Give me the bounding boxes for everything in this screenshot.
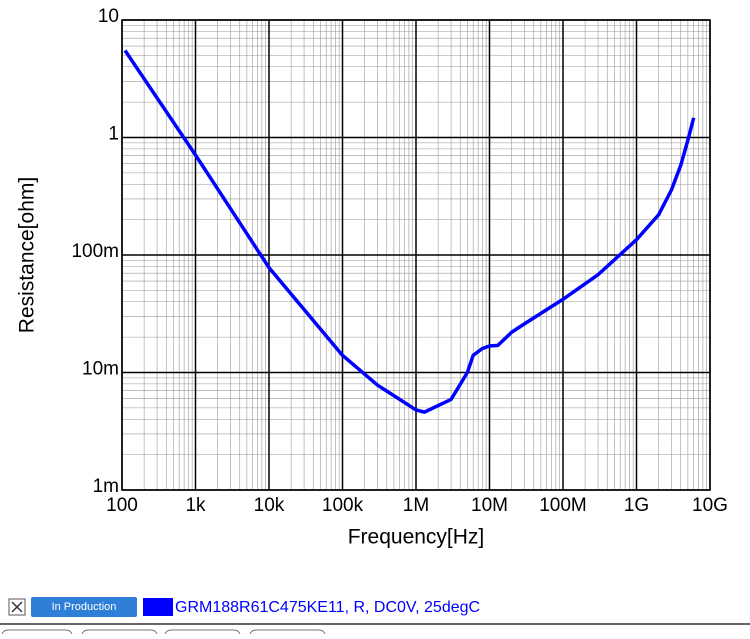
y-tick-label: 10 [98, 6, 119, 27]
status-badge-text: In Production [52, 601, 117, 613]
x-axis-label: Frequency[Hz] [348, 526, 485, 549]
x-tick-label: 100 [106, 495, 138, 516]
checkbox-x [11, 601, 23, 613]
x-tick-label: 1M [403, 495, 429, 516]
x-tick-label: 10M [471, 495, 508, 516]
y-tick-label: 1 [108, 124, 119, 145]
y-tick-label: 10m [82, 359, 119, 380]
status-badge [31, 597, 137, 617]
x-tick-label: 100M [539, 495, 587, 516]
y-tick-label: 1m [93, 476, 119, 497]
y-axis-label: Resistance[ohm] [16, 177, 39, 333]
tab[interactable] [164, 629, 241, 639]
tab[interactable] [81, 629, 158, 639]
series-line [123, 49, 696, 414]
x-tick-label: 1G [624, 495, 649, 516]
legend-label: GRM188R61C475KE11, R, DC0V, 25degC [175, 599, 480, 616]
plot [121, 19, 711, 491]
tab[interactable] [1, 629, 73, 639]
x-tick-label: 100k [322, 495, 364, 516]
y-tick-label: 100m [71, 241, 119, 262]
legend-swatch [143, 598, 173, 616]
tabs [1, 629, 326, 639]
legend: In Production GRM188R61C475KE11, R, DC0V… [8, 597, 480, 617]
x-tick-label: 10G [692, 495, 728, 516]
plot-frame [121, 19, 711, 491]
tab[interactable] [249, 629, 326, 639]
x-tick-label: 10k [254, 495, 285, 516]
x-tick-label: 1k [185, 495, 206, 516]
